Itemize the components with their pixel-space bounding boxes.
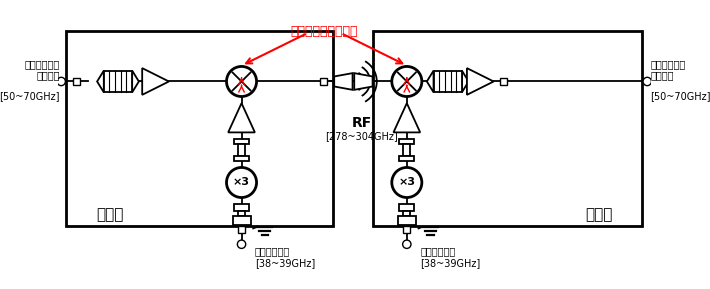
Bar [234, 139, 249, 144]
Bar [403, 226, 410, 233]
Circle shape [403, 240, 411, 249]
Text: ×3: ×3 [233, 177, 250, 188]
Polygon shape [228, 103, 255, 132]
Polygon shape [354, 73, 373, 90]
Bar [232, 216, 251, 225]
Bar [238, 226, 245, 233]
Polygon shape [427, 71, 434, 92]
Text: ローカル信号: ローカル信号 [420, 246, 455, 256]
Text: 送信機: 送信機 [96, 207, 124, 222]
Bar [398, 216, 416, 225]
Bar [403, 144, 410, 156]
Text: 開発したミキサ回路: 開発したミキサ回路 [290, 25, 358, 38]
Text: [278~304GHz]: [278~304GHz] [325, 131, 398, 142]
Bar [234, 156, 249, 161]
Bar [399, 139, 415, 144]
Text: RF: RF [351, 116, 372, 130]
Bar [403, 211, 410, 216]
Polygon shape [97, 71, 104, 92]
Text: 中間周波数帯
変調信号: 中間周波数帯 変調信号 [24, 59, 60, 81]
Bar [238, 144, 245, 156]
Circle shape [237, 240, 246, 249]
Text: [50~70GHz]: [50~70GHz] [0, 92, 60, 101]
Polygon shape [393, 103, 420, 132]
Polygon shape [467, 68, 493, 95]
Bar [66, 32, 334, 226]
Circle shape [392, 167, 422, 197]
Circle shape [226, 66, 256, 97]
Text: 中間周波数帯
変調信号: 中間周波数帯 変調信号 [650, 59, 686, 81]
Bar [238, 211, 245, 216]
Polygon shape [132, 71, 139, 92]
Text: ×3: ×3 [398, 177, 415, 188]
Bar [104, 71, 132, 92]
Bar [73, 78, 80, 85]
Circle shape [226, 167, 256, 197]
Polygon shape [334, 73, 353, 90]
Bar [373, 32, 643, 226]
Bar [501, 78, 507, 85]
Bar [399, 204, 415, 211]
Circle shape [643, 77, 651, 86]
Text: ローカル信号: ローカル信号 [255, 246, 290, 256]
Text: 受信機: 受信機 [585, 207, 613, 222]
Bar [234, 204, 249, 211]
Text: [38~39GHz]: [38~39GHz] [255, 257, 315, 268]
Polygon shape [462, 71, 469, 92]
Circle shape [57, 77, 65, 86]
Bar [434, 71, 462, 92]
Polygon shape [142, 68, 169, 95]
Text: [38~39GHz]: [38~39GHz] [420, 257, 481, 268]
Circle shape [392, 66, 422, 97]
Bar [399, 156, 415, 161]
Bar [320, 78, 327, 85]
Text: [50~70GHz]: [50~70GHz] [650, 92, 710, 101]
